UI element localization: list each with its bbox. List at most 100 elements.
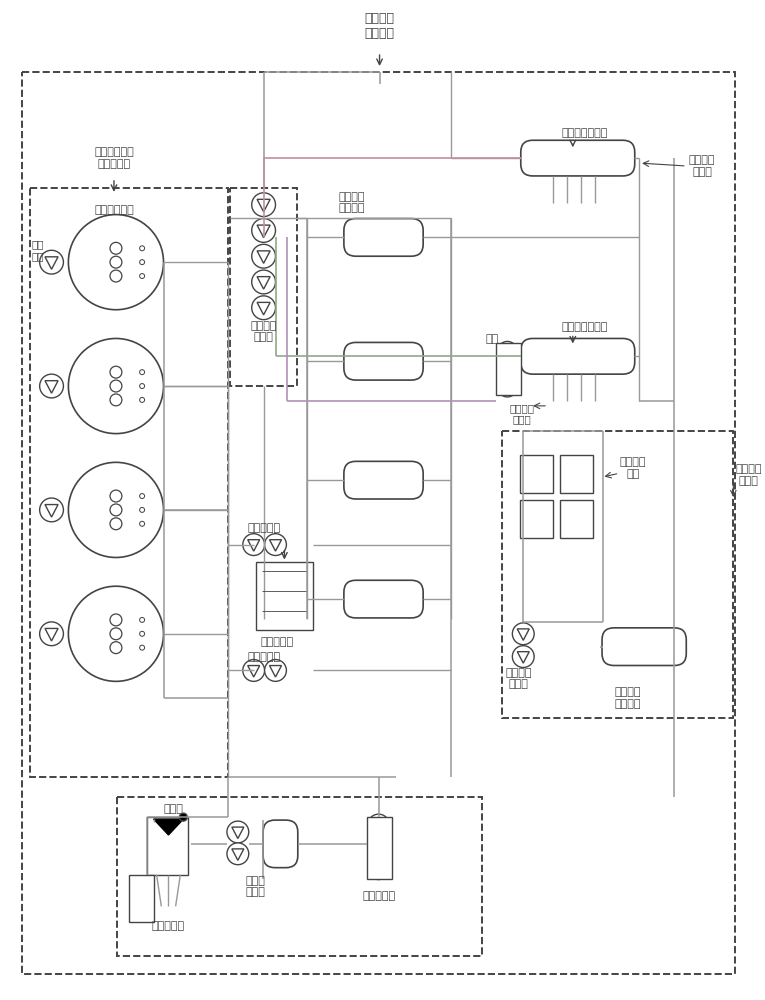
Circle shape bbox=[252, 193, 275, 217]
Circle shape bbox=[513, 623, 534, 645]
Circle shape bbox=[68, 338, 164, 434]
Circle shape bbox=[68, 586, 164, 681]
Circle shape bbox=[513, 646, 534, 667]
Circle shape bbox=[227, 843, 249, 865]
Polygon shape bbox=[45, 257, 58, 269]
Bar bbox=[147, 817, 188, 875]
Polygon shape bbox=[269, 540, 282, 551]
FancyBboxPatch shape bbox=[344, 342, 423, 380]
Circle shape bbox=[140, 617, 145, 622]
Text: 蓄热式电锅炉: 蓄热式电锅炉 bbox=[94, 205, 134, 215]
Polygon shape bbox=[45, 505, 58, 517]
Polygon shape bbox=[232, 827, 244, 839]
Circle shape bbox=[110, 628, 122, 640]
Circle shape bbox=[265, 534, 286, 555]
Circle shape bbox=[265, 660, 286, 681]
Polygon shape bbox=[373, 820, 385, 832]
FancyBboxPatch shape bbox=[521, 140, 635, 176]
Text: 内循
环泵: 内循 环泵 bbox=[31, 239, 44, 261]
Polygon shape bbox=[502, 365, 513, 375]
Polygon shape bbox=[248, 666, 259, 677]
FancyBboxPatch shape bbox=[263, 820, 298, 868]
Polygon shape bbox=[232, 849, 244, 860]
Bar bbox=[230, 188, 298, 386]
Circle shape bbox=[40, 498, 63, 522]
Text: 生活热水
供水箱: 生活热水 供水箱 bbox=[688, 155, 715, 177]
Circle shape bbox=[140, 274, 145, 279]
FancyBboxPatch shape bbox=[521, 338, 635, 374]
Text: 浮动容积
式换热器: 浮动容积 式换热器 bbox=[614, 687, 640, 709]
Text: 供暖循环泵: 供暖循环泵 bbox=[362, 891, 396, 901]
Text: 自动热水器: 自动热水器 bbox=[152, 921, 185, 931]
Circle shape bbox=[252, 270, 275, 294]
Bar bbox=[256, 562, 313, 630]
Text: 浮动容积
式换热器: 浮动容积 式换热器 bbox=[339, 192, 366, 213]
Text: 生活热水
循环系统: 生活热水 循环系统 bbox=[365, 12, 395, 40]
Circle shape bbox=[110, 642, 122, 654]
Text: 供暖循环泵: 供暖循环泵 bbox=[248, 652, 281, 662]
Polygon shape bbox=[257, 251, 270, 263]
Polygon shape bbox=[154, 819, 184, 835]
Circle shape bbox=[140, 246, 145, 251]
Circle shape bbox=[497, 377, 517, 397]
Text: 生活热水分水器: 生活热水分水器 bbox=[561, 128, 607, 138]
Bar bbox=[117, 797, 482, 956]
Polygon shape bbox=[248, 540, 259, 551]
Circle shape bbox=[243, 534, 265, 555]
Text: 太阳能集
热器: 太阳能集 热器 bbox=[620, 457, 646, 479]
Polygon shape bbox=[373, 842, 385, 853]
Text: 电蓄热锅炉供
暖循环系统: 电蓄热锅炉供 暖循环系统 bbox=[94, 147, 134, 169]
Text: 补水箱: 补水箱 bbox=[164, 804, 184, 814]
Circle shape bbox=[68, 462, 164, 557]
Circle shape bbox=[110, 614, 122, 626]
Circle shape bbox=[110, 380, 122, 392]
Circle shape bbox=[497, 359, 517, 379]
Circle shape bbox=[243, 660, 265, 681]
Text: 备用: 备用 bbox=[486, 334, 499, 344]
Bar bbox=[129, 875, 154, 922]
Circle shape bbox=[110, 504, 122, 516]
Circle shape bbox=[140, 494, 145, 499]
Circle shape bbox=[140, 507, 145, 512]
Polygon shape bbox=[45, 381, 58, 393]
Text: 太阳能循
环水泵: 太阳能循 环水泵 bbox=[506, 668, 532, 689]
Text: 生活热水集水器: 生活热水集水器 bbox=[561, 322, 607, 332]
Bar bbox=[560, 455, 593, 493]
Circle shape bbox=[110, 518, 122, 530]
Circle shape bbox=[110, 490, 122, 502]
Polygon shape bbox=[502, 383, 513, 393]
Polygon shape bbox=[45, 628, 58, 641]
Circle shape bbox=[140, 631, 145, 636]
Bar bbox=[503, 431, 734, 718]
Circle shape bbox=[140, 397, 145, 402]
FancyBboxPatch shape bbox=[344, 219, 423, 256]
Circle shape bbox=[40, 374, 63, 398]
Circle shape bbox=[110, 366, 122, 378]
Bar bbox=[560, 500, 593, 538]
Circle shape bbox=[140, 370, 145, 375]
Circle shape bbox=[252, 219, 275, 242]
Polygon shape bbox=[257, 277, 270, 289]
Circle shape bbox=[252, 296, 275, 320]
Polygon shape bbox=[502, 347, 513, 357]
Text: 生活热水
循环泵: 生活热水 循环泵 bbox=[250, 321, 277, 342]
Circle shape bbox=[40, 250, 63, 274]
Circle shape bbox=[40, 622, 63, 646]
Circle shape bbox=[110, 394, 122, 406]
Circle shape bbox=[110, 270, 122, 282]
Polygon shape bbox=[517, 629, 529, 640]
Circle shape bbox=[179, 813, 187, 821]
Polygon shape bbox=[257, 199, 270, 212]
Text: 生活热水
回水箱: 生活热水 回水箱 bbox=[509, 403, 535, 425]
Circle shape bbox=[140, 521, 145, 526]
FancyBboxPatch shape bbox=[344, 461, 423, 499]
Bar bbox=[496, 343, 521, 395]
Circle shape bbox=[368, 858, 389, 880]
Circle shape bbox=[368, 836, 389, 858]
Text: 供暖循环泵: 供暖循环泵 bbox=[248, 523, 281, 533]
Circle shape bbox=[68, 215, 164, 310]
Text: 自动补
水装置: 自动补 水装置 bbox=[246, 876, 265, 897]
Circle shape bbox=[140, 260, 145, 265]
Circle shape bbox=[140, 384, 145, 389]
Polygon shape bbox=[517, 652, 529, 663]
